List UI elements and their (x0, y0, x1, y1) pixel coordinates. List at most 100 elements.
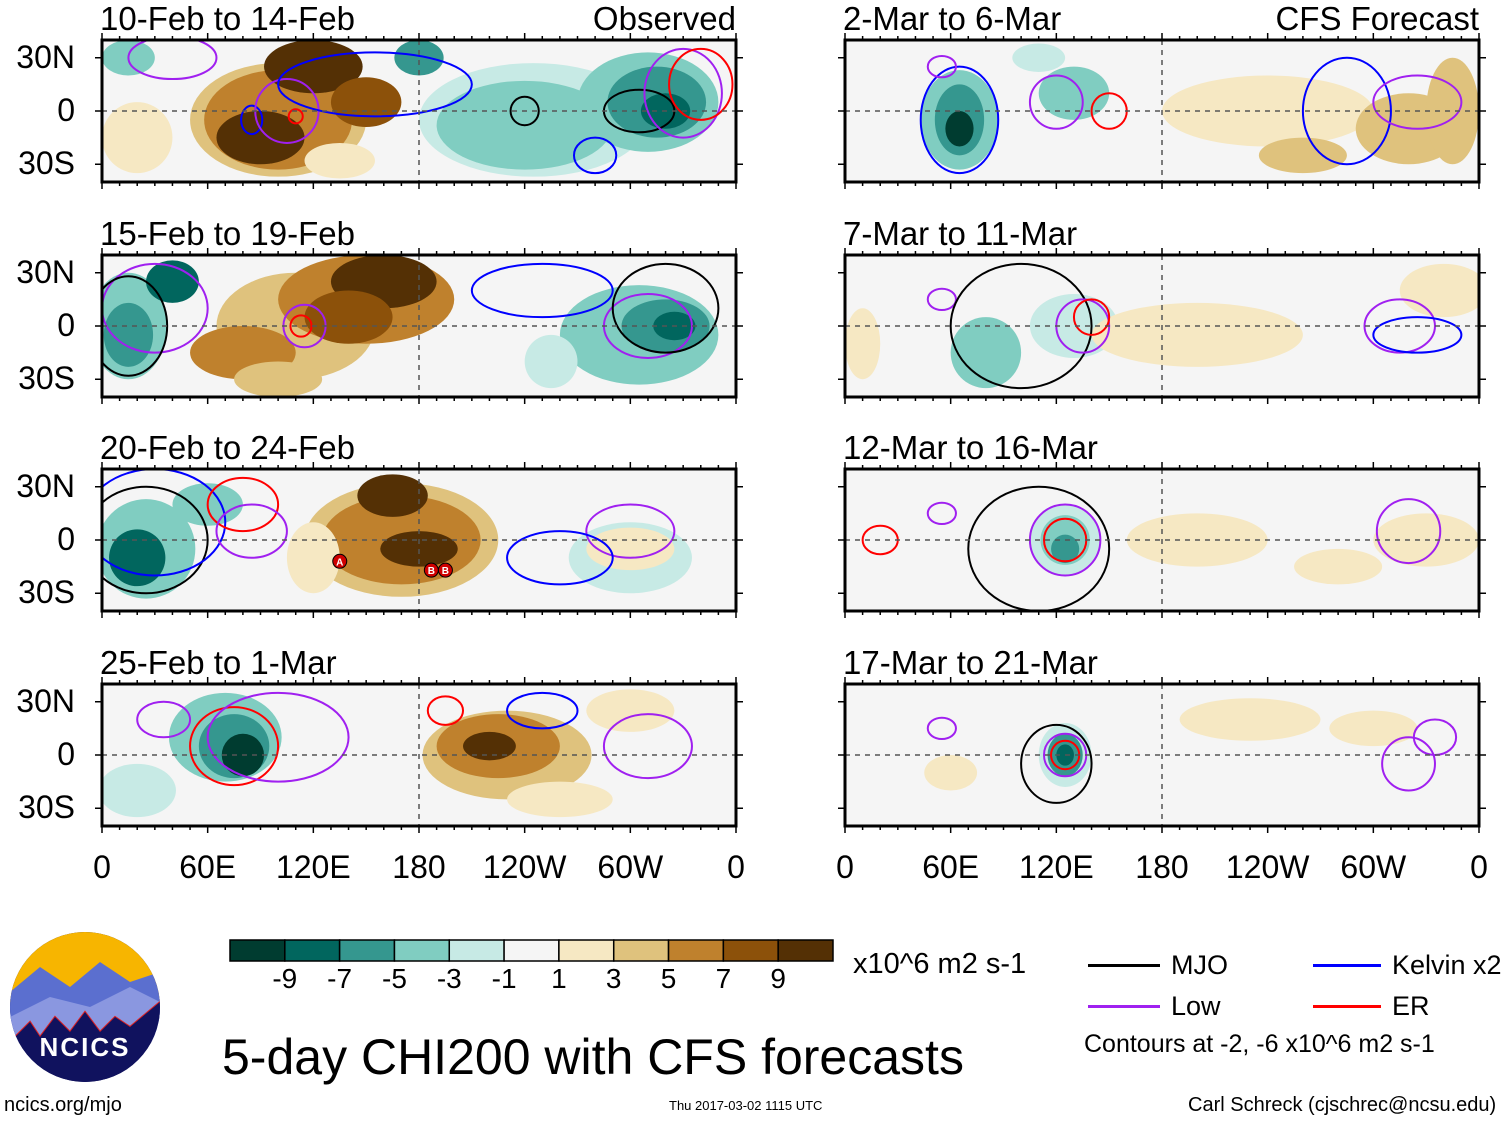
colorbar-label: -7 (327, 963, 353, 994)
lon-label: 0 (1470, 849, 1488, 885)
contour-m (509, 95, 540, 127)
lat-label: 30N (16, 38, 75, 75)
legend-er-label: ER (1392, 991, 1430, 1021)
map-panel (102, 469, 736, 611)
anomaly-shading (586, 689, 675, 732)
anomaly-shading (216, 111, 305, 165)
anomaly-shading (286, 522, 340, 594)
contour-m (102, 275, 169, 377)
map-panel (102, 684, 736, 826)
colorbar-swatch (229, 939, 286, 962)
logo-text: NCICS (39, 1032, 131, 1062)
contour-l (102, 262, 209, 354)
lon-label: 60W (1340, 849, 1407, 885)
lon-label: 0 (727, 849, 745, 885)
anomaly-shading (950, 317, 1022, 389)
colorbar-label: -5 (382, 963, 407, 994)
contour-l (1028, 74, 1084, 130)
anomaly-shading (102, 102, 173, 174)
panel-title: 15-Feb to 19-Feb (100, 215, 355, 252)
timestamp: Thu 2017-03-02 1115 UTC (669, 1098, 823, 1113)
anomaly-shading (109, 529, 166, 587)
panel-title: 12-Mar to 16-Mar (843, 429, 1098, 466)
lat-label: 30N (16, 253, 75, 290)
lat-label: 30N (16, 467, 75, 504)
anomaly-shading (1329, 710, 1418, 747)
panel-source-tag: CFS Forecast (1275, 0, 1479, 37)
contour-l (215, 503, 288, 559)
colorbar-label: 7 (715, 963, 732, 994)
anomaly-shading (357, 474, 428, 517)
contour-k (1301, 56, 1392, 166)
colorbar-label: -9 (272, 963, 298, 994)
lon-label: 60E (179, 849, 237, 885)
contour-e (189, 706, 280, 787)
contour-e (668, 47, 734, 121)
anomaly-shading (330, 77, 402, 127)
colorbar-swatch (393, 939, 451, 962)
contour-l (206, 691, 350, 783)
map-panel (102, 255, 736, 397)
contour-l (585, 503, 676, 559)
lat-label: 0 (57, 736, 75, 772)
map-panel (845, 469, 1479, 611)
colorbar-units: x10^6 m2 s-1 (853, 948, 1027, 980)
colorbar-swatch (284, 939, 341, 962)
legend-er-line (1313, 1005, 1381, 1008)
contour-l (643, 47, 723, 139)
map-panel (845, 684, 1479, 826)
contour-l (926, 501, 957, 526)
contour-e (426, 695, 465, 726)
legend-mjo-label: MJO (1171, 950, 1228, 980)
contour-l (1381, 736, 1436, 792)
anomaly-shading (1051, 534, 1080, 564)
anomaly-shading (1258, 137, 1347, 174)
lat-label: 30N (16, 682, 75, 719)
colorbar-swatch (503, 939, 560, 962)
panel-title: 17-Mar to 21-Mar (843, 644, 1098, 681)
contour-k (919, 65, 1000, 175)
lat-label: 30S (18, 789, 75, 826)
anomaly-shading (380, 531, 458, 567)
site-link[interactable]: ncics.org/mjo (4, 1094, 122, 1116)
legend-low-line (1088, 1005, 1160, 1008)
contour-l (926, 54, 957, 79)
contour-m (967, 485, 1111, 611)
contour-k (506, 691, 579, 730)
colorbar-label: -3 (436, 963, 462, 994)
contour-m (949, 262, 1093, 390)
anomaly-shading (1294, 548, 1383, 585)
colorbar-label: 3 (605, 963, 622, 994)
anomaly-shading (507, 781, 613, 818)
contour-l (1412, 718, 1458, 756)
lon-label: 180 (392, 849, 446, 885)
contour-k (572, 136, 618, 175)
contour-e (206, 476, 280, 533)
contour-l (136, 700, 192, 739)
contour-l (926, 287, 957, 312)
legend-low-label: Low (1171, 991, 1221, 1021)
credit: Carl Schreck (cjschrec@ncsu.edu) (1188, 1094, 1497, 1116)
lat-label: 0 (57, 521, 75, 557)
lon-label: 0 (836, 849, 854, 885)
storm-label: A (336, 557, 343, 568)
lon-label: 60W (597, 849, 664, 885)
anomaly-shading (924, 755, 978, 791)
panel-title: 20-Feb to 24-Feb (100, 429, 355, 466)
colorbar-label: 9 (770, 963, 786, 994)
legend-kelvin-label: Kelvin x2 (1392, 950, 1502, 980)
lon-label: 60E (922, 849, 980, 885)
legend-mjo-line (1088, 964, 1160, 967)
ncics-logo: NCICS (10, 932, 160, 1082)
tropical-cyclone-icon (437, 562, 453, 578)
colorbar-swatch (338, 939, 396, 962)
contour-m (102, 485, 209, 595)
colorbar-label: -1 (491, 963, 517, 994)
contour-k (1372, 316, 1463, 354)
contour-k (277, 51, 473, 118)
storm-label: B (442, 566, 449, 577)
contour-l (926, 716, 957, 741)
contour-k (240, 104, 264, 136)
map-panel (845, 40, 1479, 182)
contour-e (287, 108, 304, 125)
